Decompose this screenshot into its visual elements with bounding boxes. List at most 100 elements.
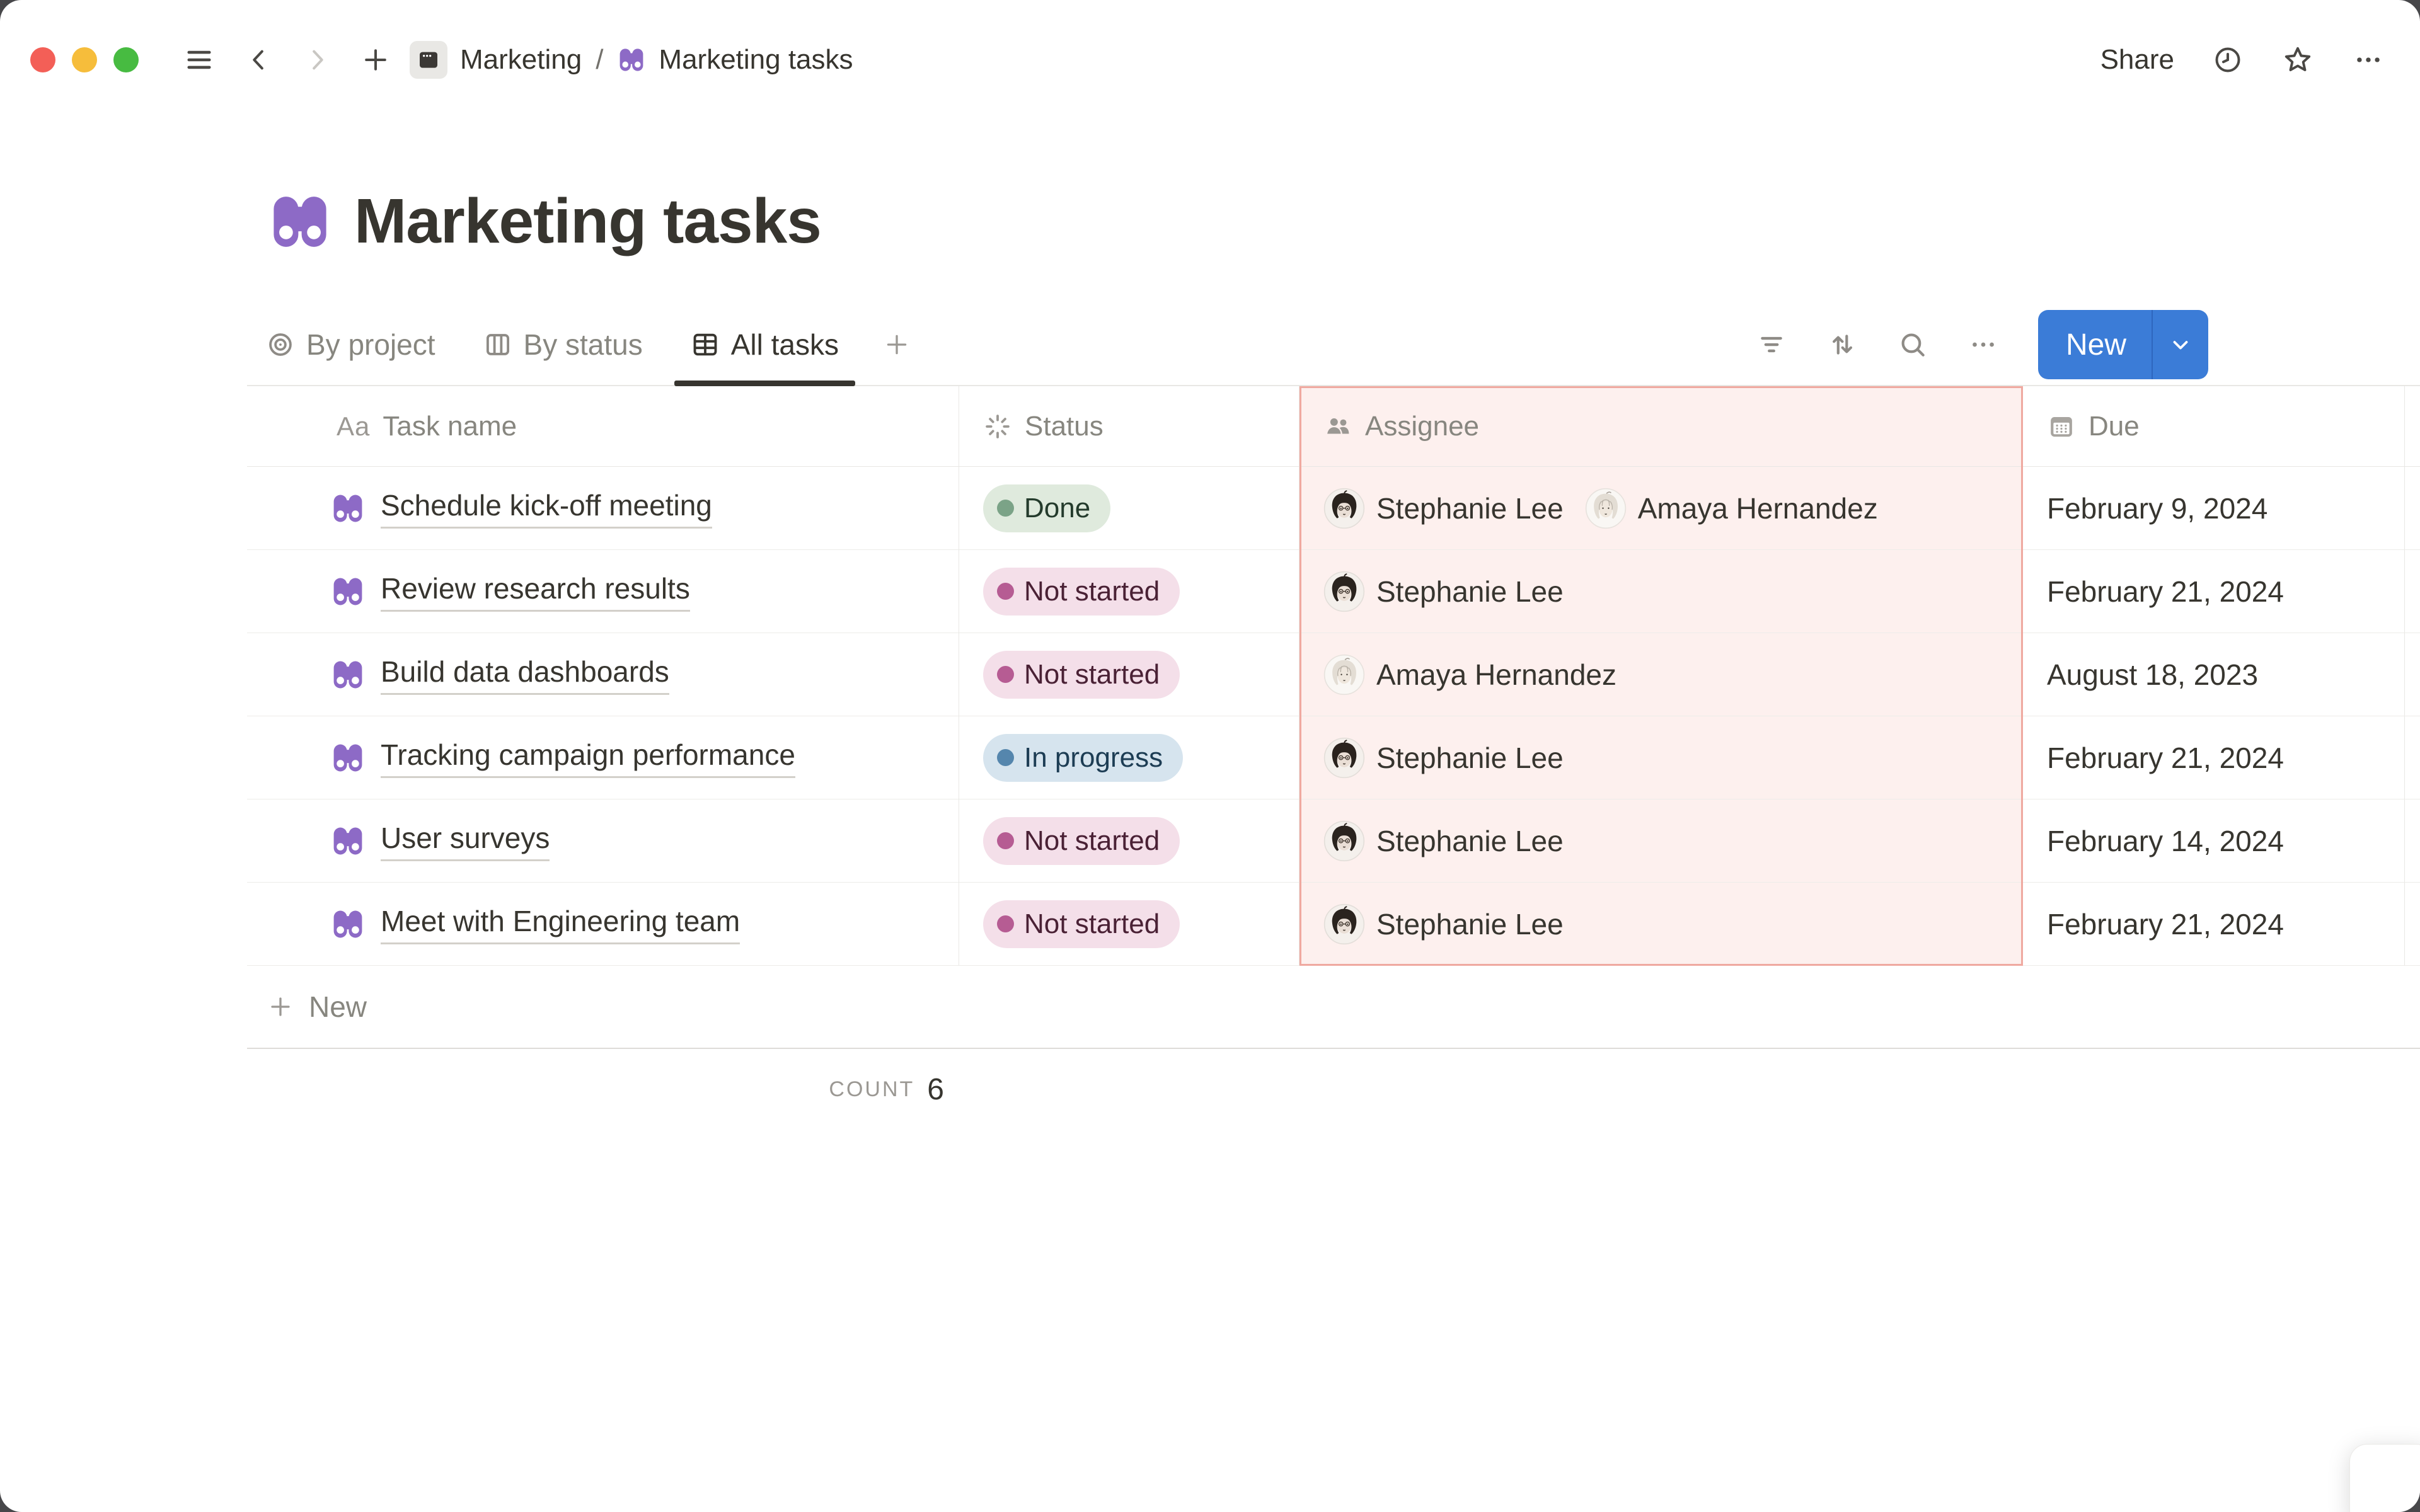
new-page-plus-icon[interactable] — [360, 45, 391, 75]
binoculars-icon[interactable] — [267, 189, 333, 255]
due-date-cell[interactable]: February 21, 2024 — [2023, 883, 2405, 966]
column-header-task-name[interactable]: Aa Task name — [247, 386, 959, 467]
binoculars-icon — [330, 740, 366, 776]
status-cell[interactable]: Not started — [959, 550, 1299, 633]
status-cell[interactable]: Not started — [959, 799, 1299, 883]
status-cell[interactable]: Done — [959, 467, 1299, 550]
minimize-window-button[interactable] — [72, 47, 97, 72]
binoculars-icon — [330, 907, 366, 942]
column-header-assignee[interactable]: Assignee — [1299, 386, 2023, 467]
due-date-cell[interactable]: February 14, 2024 — [2023, 799, 2405, 883]
share-button[interactable]: Share — [2100, 44, 2174, 75]
forward-chevron-icon[interactable] — [302, 45, 331, 74]
task-page-link[interactable]: Review research results — [381, 571, 690, 612]
task-name-cell[interactable]: Build data dashboards — [247, 633, 959, 716]
status-pill[interactable]: Not started — [983, 567, 1180, 616]
clock-icon[interactable] — [2212, 44, 2244, 76]
assignee-cell[interactable]: Amaya Hernandez — [1299, 633, 2023, 716]
assignee-person: Amaya Hernandez — [1323, 654, 1616, 696]
status-label: Done — [1024, 492, 1091, 524]
amaya-avatar — [1323, 654, 1365, 696]
task-page-link[interactable]: Tracking campaign performance — [381, 738, 795, 778]
tab-all-tasks[interactable]: All tasks — [674, 304, 856, 386]
stephanie-avatar — [1323, 820, 1365, 862]
status-pill[interactable]: Not started — [983, 900, 1180, 948]
search-icon[interactable] — [1897, 329, 1928, 360]
zoom-window-button[interactable] — [113, 47, 139, 72]
assignee-person: Stephanie Lee — [1323, 737, 1564, 779]
back-chevron-icon[interactable] — [245, 45, 274, 74]
star-icon[interactable] — [2281, 43, 2314, 76]
assignee-name: Stephanie Lee — [1376, 824, 1564, 857]
status-pill[interactable]: Not started — [983, 816, 1180, 865]
task-page-link[interactable]: Meet with Engineering team — [381, 904, 740, 944]
stephanie-avatar — [1323, 903, 1365, 945]
status-pill[interactable]: Done — [983, 484, 1111, 532]
table-row: Review research results Not started Stepha… — [247, 550, 2420, 633]
hamburger-icon[interactable] — [183, 43, 216, 76]
assignee-cell[interactable]: Stephanie Lee — [1299, 883, 2023, 966]
task-page-link[interactable]: User surveys — [381, 821, 550, 861]
status-dot — [997, 749, 1014, 766]
tasks-table: Aa Task name Status Assignee Due Schedule ki… — [247, 386, 2420, 966]
assignee-cell[interactable]: Stephanie Lee Amaya Hernandez — [1299, 467, 2023, 550]
table-row: Schedule kick-off meeting Done Stephanie L… — [247, 467, 2420, 550]
status-label: Not started — [1024, 825, 1160, 856]
more-ellipsis-icon[interactable] — [2352, 43, 2385, 76]
assignee-cell[interactable]: Stephanie Lee — [1299, 550, 2023, 633]
task-name-cell[interactable]: Meet with Engineering team — [247, 883, 959, 966]
task-page-link[interactable]: Build data dashboards — [381, 655, 669, 695]
status-cell[interactable]: Not started — [959, 633, 1299, 716]
due-date-cell[interactable]: February 21, 2024 — [2023, 716, 2405, 799]
task-name-cell[interactable]: User surveys — [247, 799, 959, 883]
tab-label: All tasks — [730, 328, 839, 361]
extra-cell — [2405, 550, 2420, 633]
filter-icon[interactable] — [1756, 329, 1787, 360]
add-row-label: New — [309, 990, 367, 1023]
breadcrumb-parent[interactable]: Marketing — [460, 44, 582, 75]
traffic-lights — [30, 47, 139, 72]
status-cell[interactable]: In progress — [959, 716, 1299, 799]
add-view-plus-icon[interactable] — [883, 331, 911, 358]
task-name-cell[interactable]: Tracking campaign performance — [247, 716, 959, 799]
task-name-cell[interactable]: Schedule kick-off meeting — [247, 467, 959, 550]
help-floating-button[interactable] — [2349, 1444, 2420, 1512]
binoculars-icon — [330, 491, 366, 526]
view-more-ellipsis-icon[interactable] — [1968, 329, 1999, 360]
extra-cell — [2405, 467, 2420, 550]
status-cell[interactable]: Not started — [959, 883, 1299, 966]
task-page-link[interactable]: Schedule kick-off meeting — [381, 488, 712, 529]
chevron-down-icon[interactable] — [2153, 310, 2208, 379]
assignee-cell[interactable]: Stephanie Lee — [1299, 799, 2023, 883]
add-row-button[interactable]: New — [247, 966, 2420, 1049]
status-pill[interactable]: Not started — [983, 650, 1180, 699]
nav-icons — [183, 43, 391, 76]
column-header-status[interactable]: Status — [959, 386, 1299, 467]
table-row: Meet with Engineering team Not started Ste… — [247, 883, 2420, 966]
close-window-button[interactable] — [30, 47, 55, 72]
calculation-row[interactable]: COUNT 6 — [247, 1049, 959, 1130]
task-name-cell[interactable]: Review research results — [247, 550, 959, 633]
due-date: February 14, 2024 — [2047, 824, 2284, 857]
tab-by-status[interactable]: By status — [483, 304, 643, 385]
count-value: 6 — [927, 1072, 944, 1106]
projects-page-icon[interactable] — [410, 41, 447, 79]
breadcrumb-current[interactable]: Marketing tasks — [659, 44, 853, 75]
view-toolbar: New — [1756, 310, 2208, 379]
assignee-person: Stephanie Lee — [1323, 571, 1564, 612]
column-header-due[interactable]: Due — [2023, 386, 2405, 467]
binoculars-icon — [330, 657, 366, 692]
due-date-cell[interactable]: February 9, 2024 — [2023, 467, 2405, 550]
due-date-cell[interactable]: August 18, 2023 — [2023, 633, 2405, 716]
new-button-label[interactable]: New — [2065, 328, 2126, 362]
binoculars-icon — [330, 823, 366, 859]
assignee-cell[interactable]: Stephanie Lee — [1299, 716, 2023, 799]
due-date-cell[interactable]: February 21, 2024 — [2023, 550, 2405, 633]
sort-icon[interactable] — [1826, 329, 1858, 360]
tab-by-project[interactable]: By project — [266, 304, 435, 385]
assignee-name: Stephanie Lee — [1376, 491, 1564, 525]
status-pill[interactable]: In progress — [983, 733, 1184, 782]
assignee-name: Stephanie Lee — [1376, 575, 1564, 608]
assignee-person: Amaya Hernandez — [1585, 488, 1878, 529]
